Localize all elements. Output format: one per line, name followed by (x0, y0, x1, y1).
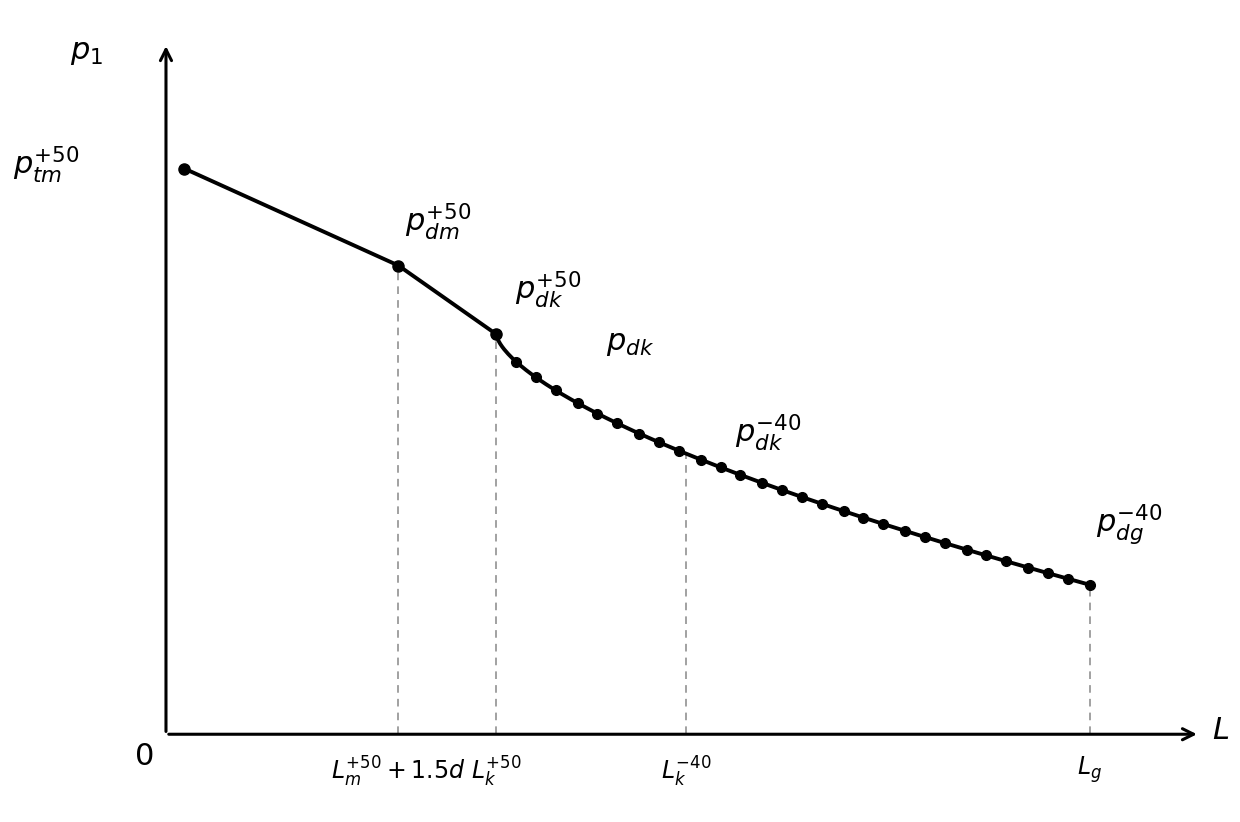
Text: $L_k^{+50}$: $L_k^{+50}$ (471, 755, 522, 788)
Text: $L$: $L$ (1211, 714, 1229, 746)
Text: $L_m^{+50}+1.5d$: $L_m^{+50}+1.5d$ (331, 755, 465, 788)
Text: $L_g$: $L_g$ (1078, 755, 1102, 785)
Text: $p_{dm}^{+50}$: $p_{dm}^{+50}$ (404, 201, 471, 242)
Text: $p_{dg}^{-40}$: $p_{dg}^{-40}$ (1096, 501, 1162, 547)
Text: $p_{dk}$: $p_{dk}$ (606, 327, 655, 358)
Text: $p_{dk}^{-40}$: $p_{dk}^{-40}$ (735, 413, 801, 454)
Text: $p_1$: $p_1$ (69, 36, 103, 67)
Text: $L_k^{-40}$: $L_k^{-40}$ (661, 755, 712, 788)
Text: $0$: $0$ (134, 741, 154, 773)
Text: $p_{tm}^{+50}$: $p_{tm}^{+50}$ (14, 144, 79, 185)
Text: $p_{dk}^{+50}$: $p_{dk}^{+50}$ (515, 270, 582, 310)
